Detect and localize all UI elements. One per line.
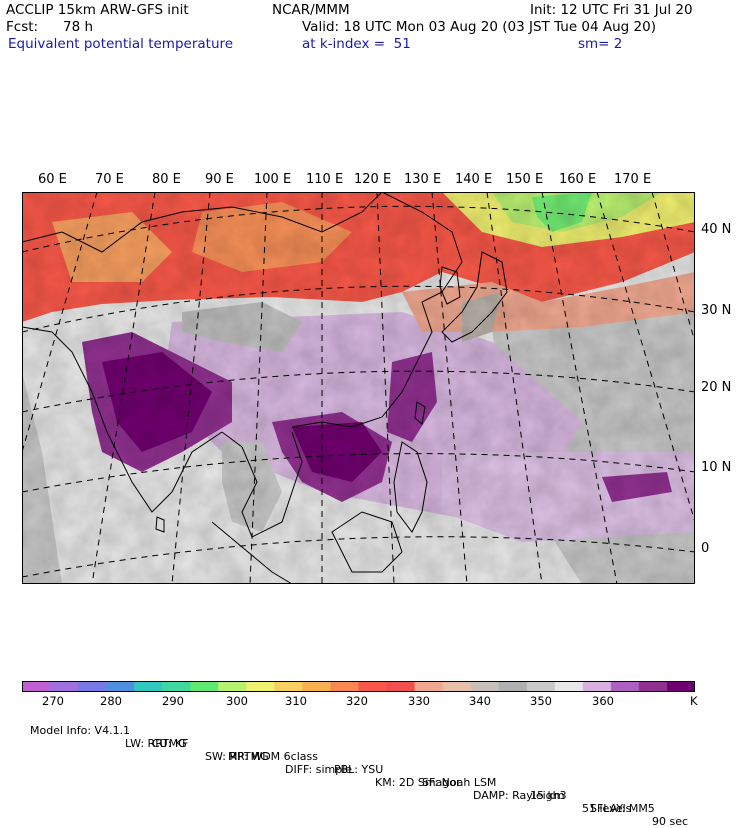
colorbar-tick: 280 bbox=[100, 694, 122, 708]
info-km: KM: 2D Smagor bbox=[375, 776, 461, 789]
colorbar-swatch bbox=[106, 681, 135, 692]
colorbar-swatch bbox=[526, 681, 556, 692]
info-sflay: SFLAY: MM5 bbox=[590, 802, 655, 815]
lon-label: 70 E bbox=[95, 172, 124, 187]
level-label: at k-index = 51 bbox=[302, 36, 411, 52]
colorbar-swatch bbox=[582, 681, 612, 692]
map-canvas bbox=[22, 192, 695, 584]
colorbar-swatch bbox=[162, 681, 191, 692]
colorbar-swatch bbox=[78, 681, 107, 692]
info-lw: LW: RRTMG bbox=[125, 737, 187, 750]
center-label: NCAR/MMM bbox=[272, 2, 350, 18]
model-title: ACCLIP 15km ARW-GFS init bbox=[6, 2, 189, 18]
meridian-170 bbox=[651, 192, 695, 343]
graticule bbox=[22, 192, 695, 584]
lat-label: 10 N bbox=[701, 460, 732, 475]
colorbar-swatch bbox=[302, 681, 331, 692]
colorbar-swatch bbox=[22, 681, 51, 692]
colorbar bbox=[22, 681, 695, 692]
colorbar-tick: 270 bbox=[42, 694, 64, 708]
lon-label: 110 E bbox=[306, 172, 344, 187]
lat-label: 40 N bbox=[701, 222, 732, 237]
colorbar-tick: 360 bbox=[592, 694, 614, 708]
lon-label: 140 E bbox=[455, 172, 493, 187]
info-diff: DIFF: simple bbox=[285, 763, 353, 776]
model-info-line2: LW: RRTMG SW: RRTMG DIFF: simple KM: 2D … bbox=[30, 724, 655, 815]
parallel-40 bbox=[22, 205, 695, 253]
lat-label: 30 N bbox=[701, 303, 732, 318]
colorbar-swatch bbox=[554, 681, 584, 692]
info-sw: SW: RRTMG bbox=[205, 750, 269, 763]
colorbar-swatch bbox=[386, 681, 416, 692]
lon-label: 170 E bbox=[614, 172, 652, 187]
colorbar-swatch bbox=[666, 681, 695, 692]
lon-label: 120 E bbox=[354, 172, 392, 187]
colorbar-swatch bbox=[274, 681, 303, 692]
colorbar-tick: 340 bbox=[469, 694, 491, 708]
colorbar-swatch bbox=[330, 681, 359, 692]
colorbar-swatch bbox=[50, 681, 79, 692]
coast-india bbox=[22, 326, 223, 513]
colorbar-tick: 290 bbox=[162, 694, 184, 708]
colorbar-swatch bbox=[190, 681, 219, 692]
colorbar-unit: K bbox=[690, 694, 698, 708]
meridian-160 bbox=[596, 192, 695, 523]
parallel-30 bbox=[22, 285, 695, 333]
colorbar-swatch bbox=[470, 681, 500, 692]
info-version: Model Info: V4.1.1 bbox=[30, 724, 131, 737]
lat-label: 0 bbox=[701, 541, 710, 556]
lon-label: 160 E bbox=[559, 172, 597, 187]
field-name: Equivalent potential temperature bbox=[8, 36, 234, 52]
coast-borneo bbox=[331, 511, 403, 573]
lon-label: 130 E bbox=[404, 172, 442, 187]
colorbar-swatch bbox=[358, 681, 388, 692]
meridian-150 bbox=[541, 192, 618, 584]
lon-label: 150 E bbox=[506, 172, 544, 187]
colorbar-swatch bbox=[414, 681, 444, 692]
lon-label: 80 E bbox=[152, 172, 181, 187]
coast-philippines bbox=[393, 441, 428, 533]
lon-label: 90 E bbox=[205, 172, 234, 187]
lat-label: 20 N bbox=[701, 380, 732, 395]
colorbar-tick: 330 bbox=[408, 694, 430, 708]
lon-label: 60 E bbox=[38, 172, 67, 187]
colorbar-swatch bbox=[638, 681, 668, 692]
info-damp: DAMP: Rayleigh3 bbox=[473, 789, 567, 802]
colorbar-tick: 320 bbox=[346, 694, 368, 708]
colorbar-border bbox=[22, 681, 695, 692]
colorbar-swatch bbox=[610, 681, 640, 692]
fcst-label: Fcst: bbox=[6, 19, 39, 35]
coast-japan bbox=[441, 251, 508, 343]
valid-time: Valid: 18 UTC Mon 03 Aug 20 (03 JST Tue … bbox=[302, 19, 656, 35]
info-step: 90 sec bbox=[652, 815, 689, 828]
colorbar-tick: 310 bbox=[285, 694, 307, 708]
coast-sri-lanka bbox=[155, 516, 165, 533]
init-time: Init: 12 UTC Fri 31 Jul 20 bbox=[530, 2, 693, 18]
fcst-value: 78 h bbox=[63, 19, 94, 35]
colorbar-tick: 300 bbox=[226, 694, 248, 708]
parallel-20 bbox=[22, 370, 695, 413]
coast-china bbox=[291, 192, 463, 428]
colorbar-tick: 350 bbox=[530, 694, 552, 708]
field-texture bbox=[22, 192, 695, 584]
colorbar-swatch bbox=[442, 681, 472, 692]
colorbar-swatch bbox=[246, 681, 275, 692]
colorbar-swatch bbox=[218, 681, 247, 692]
lon-label: 100 E bbox=[254, 172, 292, 187]
meridian-70 bbox=[22, 192, 98, 453]
coast-taiwan bbox=[414, 401, 426, 425]
meridian-80 bbox=[91, 192, 156, 584]
colorbar-swatch bbox=[498, 681, 528, 692]
coast-asia-north bbox=[22, 192, 383, 253]
coast-sumatra bbox=[211, 521, 293, 584]
colorbar-swatch bbox=[134, 681, 163, 692]
smooth-label: sm= 2 bbox=[578, 36, 623, 52]
coastlines bbox=[22, 192, 508, 584]
map-border bbox=[22, 192, 695, 584]
